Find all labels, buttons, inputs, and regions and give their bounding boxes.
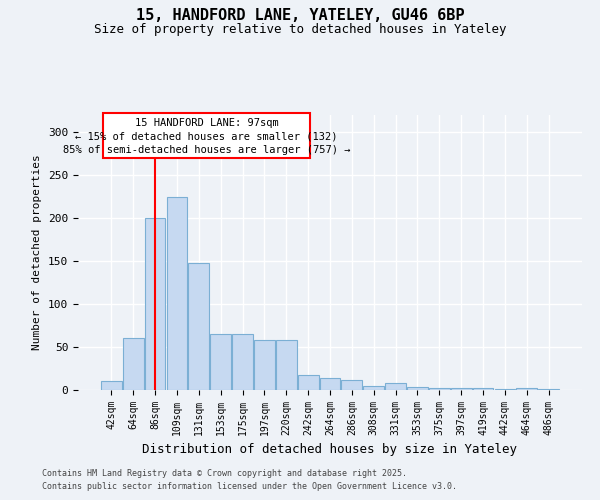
Bar xyxy=(101,382,122,390)
Bar xyxy=(188,263,209,390)
Bar xyxy=(494,389,515,390)
Bar xyxy=(276,340,296,390)
Text: Contains public sector information licensed under the Open Government Licence v3: Contains public sector information licen… xyxy=(42,482,457,491)
Bar xyxy=(429,388,450,390)
Bar xyxy=(167,196,187,390)
Bar xyxy=(145,218,166,390)
Text: 15, HANDFORD LANE, YATELEY, GU46 6BP: 15, HANDFORD LANE, YATELEY, GU46 6BP xyxy=(136,8,464,22)
Text: 85% of semi-detached houses are larger (757) →: 85% of semi-detached houses are larger (… xyxy=(62,145,350,155)
Text: 15 HANDFORD LANE: 97sqm: 15 HANDFORD LANE: 97sqm xyxy=(134,118,278,128)
Bar xyxy=(123,338,143,390)
Bar xyxy=(298,376,319,390)
FancyBboxPatch shape xyxy=(103,114,310,158)
Bar xyxy=(451,388,472,390)
Bar xyxy=(232,334,253,390)
Text: Size of property relative to detached houses in Yateley: Size of property relative to detached ho… xyxy=(94,22,506,36)
Bar xyxy=(320,378,340,390)
Text: ← 15% of detached houses are smaller (132): ← 15% of detached houses are smaller (13… xyxy=(75,132,338,141)
Bar xyxy=(407,388,428,390)
Bar xyxy=(341,380,362,390)
Bar xyxy=(517,388,537,390)
Text: Contains HM Land Registry data © Crown copyright and database right 2025.: Contains HM Land Registry data © Crown c… xyxy=(42,468,407,477)
Bar xyxy=(538,389,559,390)
X-axis label: Distribution of detached houses by size in Yateley: Distribution of detached houses by size … xyxy=(143,444,517,456)
Bar xyxy=(473,388,493,390)
Bar xyxy=(254,340,275,390)
Bar xyxy=(364,386,384,390)
Y-axis label: Number of detached properties: Number of detached properties xyxy=(32,154,43,350)
Bar xyxy=(385,383,406,390)
Bar xyxy=(210,334,231,390)
